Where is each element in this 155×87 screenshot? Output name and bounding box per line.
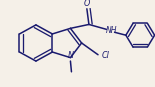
Text: N: N [67, 51, 73, 60]
Text: Cl: Cl [101, 51, 109, 60]
Text: O: O [84, 0, 90, 8]
Text: NH: NH [106, 26, 117, 35]
